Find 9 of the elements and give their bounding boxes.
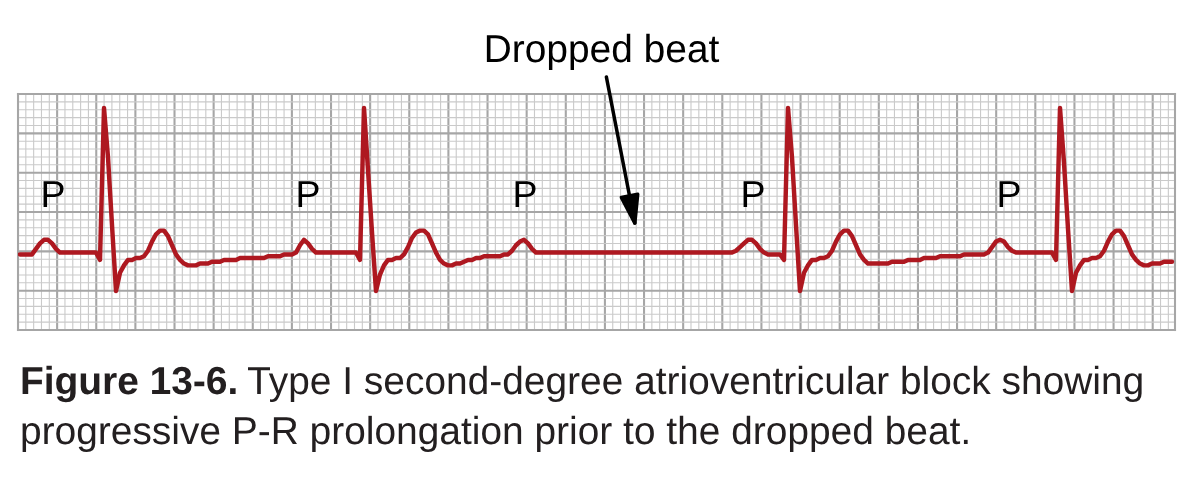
annotation: P	[999, 181, 1020, 207]
text: Dropped beat	[486, 33, 720, 71]
text: progressive P-R prolongation prior to the dropped beat.	[22, 415, 968, 453]
caption: Figure 13-6.	[22, 365, 236, 403]
annotation: P	[298, 181, 319, 207]
text: Type I second-degree atrioventricular block showing	[248, 365, 1142, 403]
annotation: P	[515, 181, 536, 207]
annotation: P	[43, 181, 64, 207]
annotation: P	[743, 181, 764, 207]
